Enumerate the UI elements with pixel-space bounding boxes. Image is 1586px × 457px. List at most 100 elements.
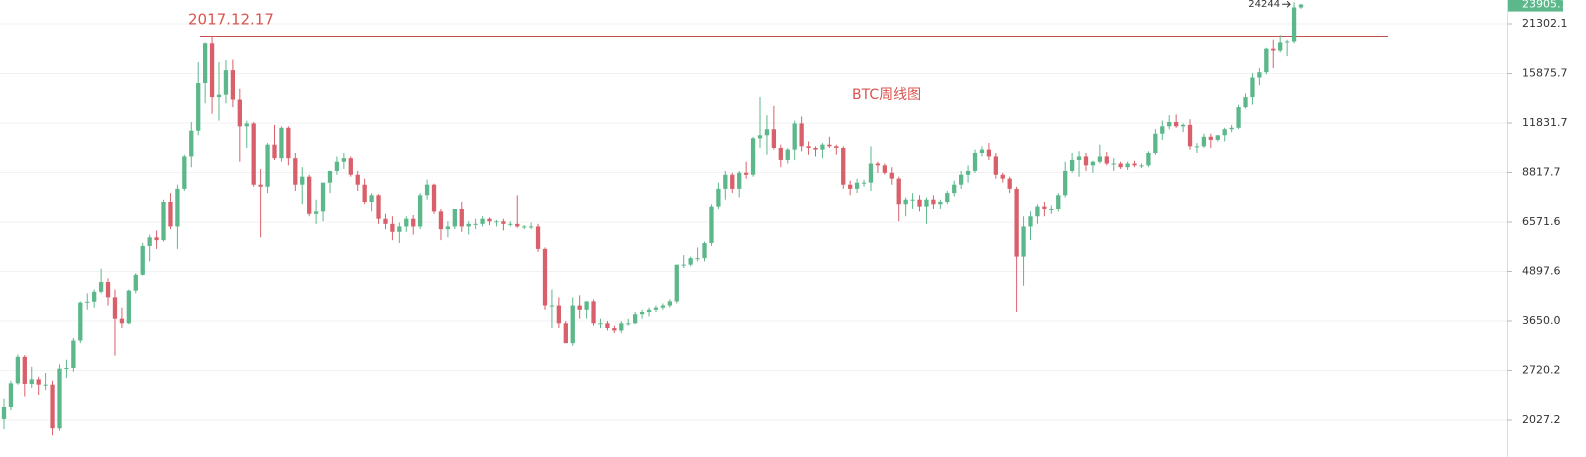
y-tick-label: 3650.0 (1522, 314, 1561, 327)
candle-body (820, 144, 825, 150)
candle-body (1111, 163, 1116, 165)
candle-body (549, 305, 555, 307)
candle-body (320, 182, 326, 212)
candle-body (223, 70, 229, 95)
candle-body (709, 206, 714, 244)
candle-body (660, 305, 666, 308)
candle-body (92, 291, 97, 302)
candle-body (431, 184, 437, 212)
candle-body (105, 282, 111, 298)
y-tick-label: 2027.2 (1522, 413, 1561, 426)
candle-body (459, 208, 464, 227)
candle-body (882, 165, 888, 173)
candle-body (376, 195, 381, 219)
candle-body (341, 158, 347, 162)
candle-body (993, 156, 998, 175)
candle-body (85, 301, 90, 303)
candle-body (612, 328, 617, 331)
candle-body (1194, 146, 1200, 148)
candle-body (404, 218, 409, 227)
candle-body (362, 184, 367, 202)
candle-body (515, 223, 520, 227)
candle-body (750, 138, 756, 175)
candle-body (300, 176, 305, 185)
candle-body (15, 356, 21, 384)
candle-body (938, 201, 943, 205)
candle-body (8, 383, 14, 407)
candle-body (1160, 126, 1165, 134)
candle-body (792, 123, 797, 150)
candle-body (369, 195, 374, 202)
candle-body (834, 146, 839, 148)
candle-body (730, 174, 735, 189)
candle-body (1104, 156, 1109, 164)
candle-body (1153, 133, 1158, 153)
candle-body (1000, 174, 1005, 179)
candle-body (667, 301, 672, 306)
candle-body (154, 237, 159, 241)
candle-body (917, 199, 922, 207)
candle-body (1250, 77, 1255, 98)
candle-body (161, 201, 166, 241)
y-tick-label: 8817.7 (1522, 165, 1561, 178)
candle-body (196, 83, 201, 131)
candle-body (64, 368, 69, 370)
candle-body (313, 211, 319, 214)
candle-body (216, 94, 222, 98)
candle-body (522, 226, 527, 228)
candle-body (972, 152, 978, 171)
candle-body (986, 149, 992, 157)
candle-body (57, 368, 62, 429)
candle-body (112, 297, 118, 319)
candle-body (591, 301, 596, 324)
candle-body (202, 43, 208, 84)
last-price-tag (1508, 0, 1563, 12)
candle-body (945, 193, 950, 202)
y-tick-label: 2720.2 (1522, 363, 1561, 376)
candle-body (29, 379, 34, 385)
candle-body (36, 379, 41, 385)
candle-body (868, 163, 874, 183)
candle-body (785, 149, 790, 160)
candle-body (209, 43, 215, 98)
y-tick-label: 6571.6 (1522, 215, 1561, 228)
candle-body (542, 248, 548, 306)
candle-body (98, 282, 104, 292)
candle-body (272, 144, 277, 159)
candle-body (355, 174, 360, 185)
high-label: 24244 (1248, 0, 1280, 10)
candle-body (688, 258, 693, 265)
candle-body (286, 127, 291, 159)
candle-body (411, 218, 416, 227)
candle-body (473, 223, 478, 225)
candle-body (1125, 163, 1130, 168)
candle-body (1035, 206, 1040, 217)
candle-body (952, 184, 957, 194)
y-tick-label: 21302.1 (1522, 17, 1568, 30)
candle-body (43, 384, 48, 386)
candle-body (674, 264, 679, 302)
candle-body (1146, 152, 1151, 166)
candle-body (778, 147, 783, 160)
candle-body (1083, 156, 1089, 166)
candle-body (78, 302, 83, 341)
candle-body (1229, 127, 1234, 130)
candle-body (508, 223, 513, 225)
last-price-label: 23905.7 (1522, 0, 1568, 11)
candle-body (140, 245, 145, 275)
candle-body (119, 318, 125, 324)
high-arrow (1282, 0, 1291, 8)
candle-body (452, 208, 457, 227)
candle-body (1139, 165, 1144, 167)
candle-body (417, 195, 423, 227)
candle-body (577, 305, 582, 310)
candle-body (681, 264, 686, 266)
y-tick-label: 11831.7 (1522, 116, 1568, 129)
candle-body (1132, 163, 1137, 166)
candle-body (716, 188, 721, 207)
candle-body (827, 144, 832, 147)
candle-body (771, 129, 777, 148)
candle-body (1243, 97, 1248, 108)
candle-body (896, 178, 901, 205)
